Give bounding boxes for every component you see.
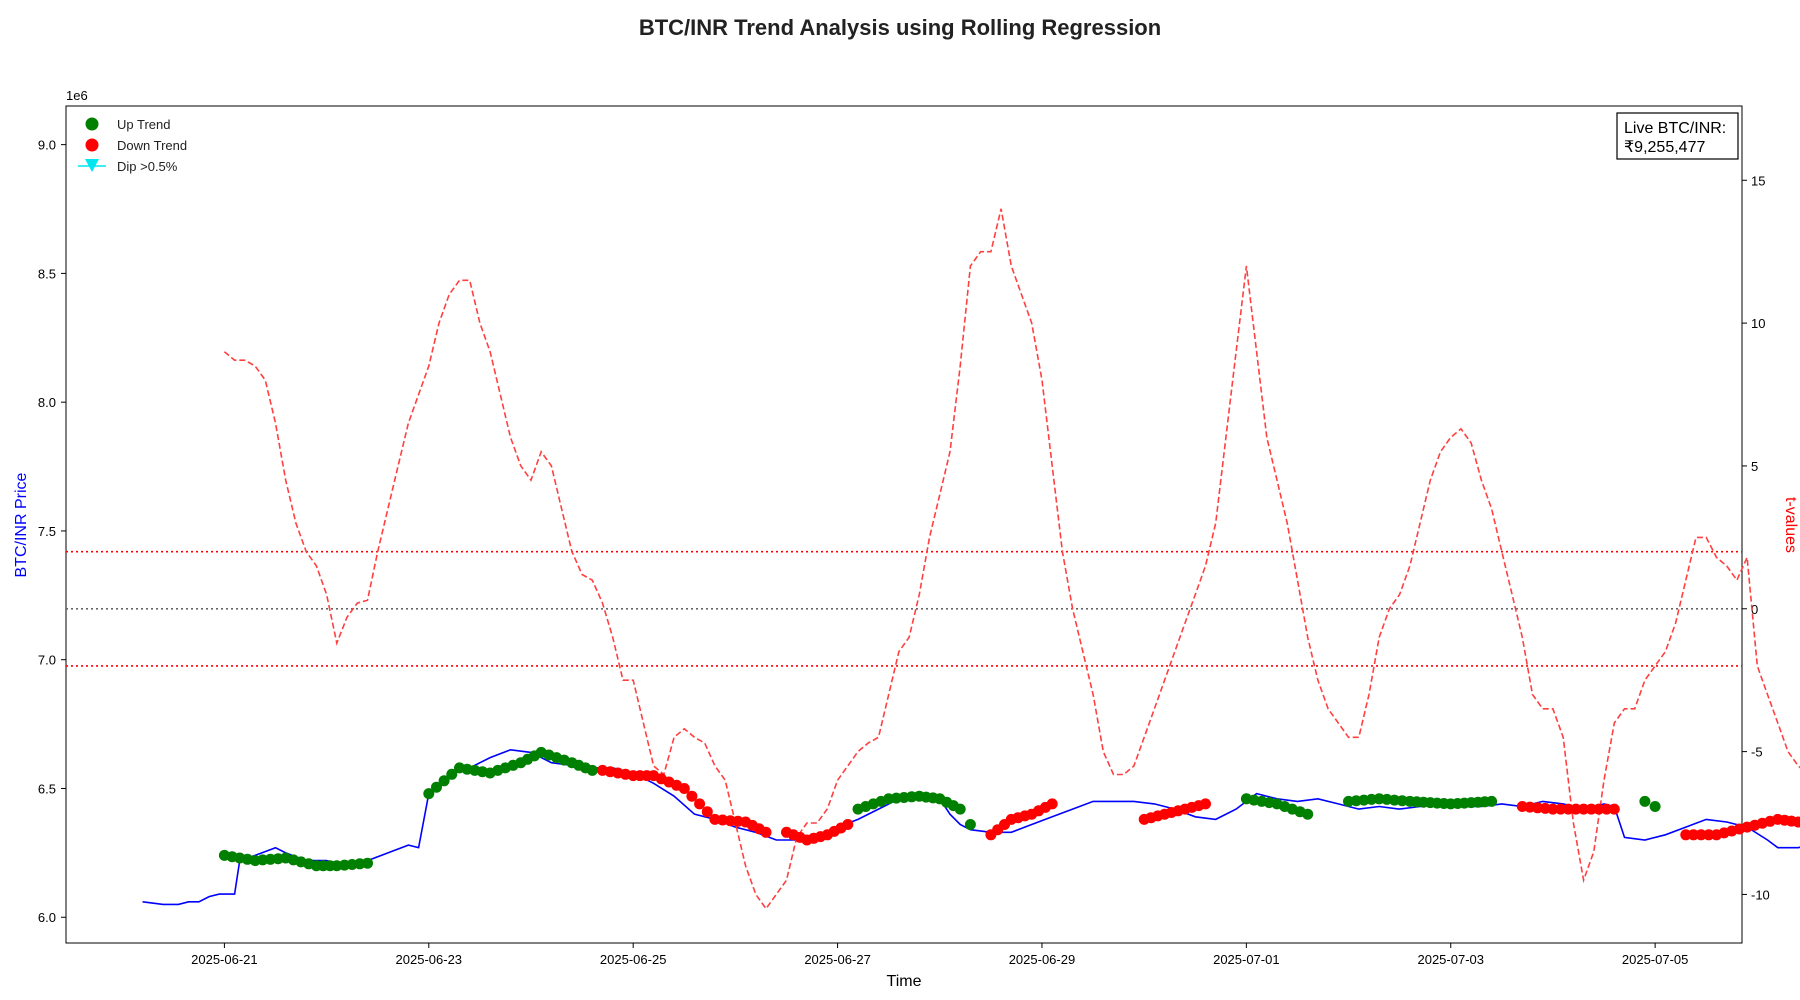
- right-axis-label: t-values: [1782, 497, 1799, 553]
- down-trend-marker-52: [1200, 798, 1211, 810]
- live-price-title: Live BTC/INR:: [1624, 120, 1726, 137]
- legend-up-marker: [85, 117, 99, 131]
- up-trend-marker-88: [1486, 795, 1498, 807]
- down-trend-marker-22: [760, 826, 772, 838]
- down-trend-marker-42: [1046, 798, 1058, 810]
- down-trend-marker-32: [842, 819, 854, 830]
- up-trend-marker-20: [423, 788, 435, 800]
- up-trend-marker-42: [586, 764, 598, 776]
- x-tick-label-3: 2025-06-27: [804, 952, 871, 967]
- down-trend-marker-67: [1688, 829, 1699, 841]
- up-trend-marker-21: [431, 781, 442, 793]
- markers-layer: [218, 746, 1800, 872]
- x-tick-label-0: 2025-06-21: [191, 952, 258, 967]
- down-trend-marker-58: [1555, 803, 1567, 815]
- up-trend-marker-19: [362, 857, 373, 869]
- legend-dip-marker: [85, 159, 99, 172]
- up-trend-marker-67: [1302, 808, 1314, 820]
- down-trend-marker-61: [1578, 803, 1590, 815]
- left-tick-label-4: 8.0: [38, 395, 56, 410]
- x-tick-label-7: 2025-07-05: [1622, 952, 1689, 967]
- x-axis-ticks: 2025-06-21 2025-06-23 2025-06-25 2025-06-27…: [191, 943, 1688, 967]
- down-trend-marker-63: [1593, 803, 1605, 815]
- down-trend-marker-13: [694, 798, 706, 810]
- right-tick-label-3: 5: [1751, 459, 1758, 474]
- live-price-box: [1616, 112, 1739, 160]
- up-trend-marker-90: [1649, 801, 1661, 812]
- legend: Up Trend Down Trend Dip >0.5%: [78, 117, 187, 174]
- x-tick-label-1: 2025-06-23: [396, 952, 463, 967]
- live-price-annotation: Live BTC/INR: ₹9,255,477: [1616, 112, 1739, 160]
- up-trend-marker-89: [1639, 795, 1651, 807]
- down-trend-marker-68: [1695, 829, 1707, 841]
- left-axis-ticks: 6.0 6.5 7.0 7.5 8.0 8.5 9.0: [38, 138, 66, 925]
- x-tick-label-5: 2025-07-01: [1213, 952, 1280, 967]
- down-trend-marker-14: [701, 806, 713, 818]
- t-values-line: [223, 208, 1800, 911]
- up-trend-marker-22: [438, 775, 450, 787]
- series-layer: [142, 208, 1800, 911]
- plot-frame: [65, 105, 1743, 944]
- legend-up-label: Up Trend: [117, 117, 170, 132]
- left-axis-label: BTC/INR Price: [13, 472, 30, 577]
- chart-title: BTC/INR Trend Analysis using Rolling Reg…: [638, 15, 1162, 40]
- left-tick-label-5: 8.5: [38, 266, 56, 281]
- up-trend-marker-23: [446, 768, 458, 780]
- right-tick-label-5: 15: [1751, 173, 1765, 188]
- down-trend-marker-65: [1608, 803, 1620, 815]
- right-tick-label-4: 10: [1751, 316, 1765, 331]
- right-tick-label-1: -5: [1751, 745, 1763, 760]
- legend-down-marker: [85, 138, 99, 152]
- down-trend-marker-60: [1570, 803, 1582, 815]
- legend-down-label: Down Trend: [117, 138, 187, 153]
- down-trend-marker-81: [1792, 816, 1800, 828]
- down-trend-marker-62: [1585, 803, 1597, 815]
- down-trend-marker-59: [1562, 803, 1574, 815]
- left-tick-label-2: 7.0: [38, 653, 56, 668]
- right-axis-ticks: -10 -5 0 5 10 15: [1742, 173, 1770, 902]
- price-line: [142, 748, 1800, 906]
- down-trend-marker-11: [678, 783, 690, 794]
- x-tick-label-4: 2025-06-29: [1009, 952, 1076, 967]
- legend-dip-label: Dip >0.5%: [117, 159, 178, 174]
- live-price-value: ₹9,255,477: [1624, 139, 1705, 156]
- right-tick-label-2: 0: [1751, 602, 1758, 617]
- x-axis-label: Time: [887, 973, 922, 990]
- down-trend-marker-12: [686, 790, 698, 802]
- down-trend-marker-66: [1680, 829, 1692, 841]
- left-tick-label-1: 6.5: [38, 781, 56, 796]
- up-trend-marker-57: [954, 803, 966, 815]
- left-tick-label-0: 6.0: [38, 910, 56, 925]
- down-trend-marker-69: [1703, 829, 1715, 841]
- x-tick-label-6: 2025-07-03: [1417, 952, 1484, 967]
- left-tick-label-3: 7.5: [38, 524, 56, 539]
- x-tick-label-2: 2025-06-25: [600, 952, 667, 967]
- reference-lines: [66, 550, 1742, 667]
- down-trend-marker-57: [1547, 803, 1559, 815]
- right-tick-label-0: -10: [1751, 887, 1770, 902]
- up-trend-marker-58: [964, 819, 976, 830]
- left-tick-label-6: 9.0: [38, 138, 56, 153]
- down-trend-marker-64: [1601, 803, 1613, 815]
- left-axis-multiplier: 1e6: [66, 88, 88, 103]
